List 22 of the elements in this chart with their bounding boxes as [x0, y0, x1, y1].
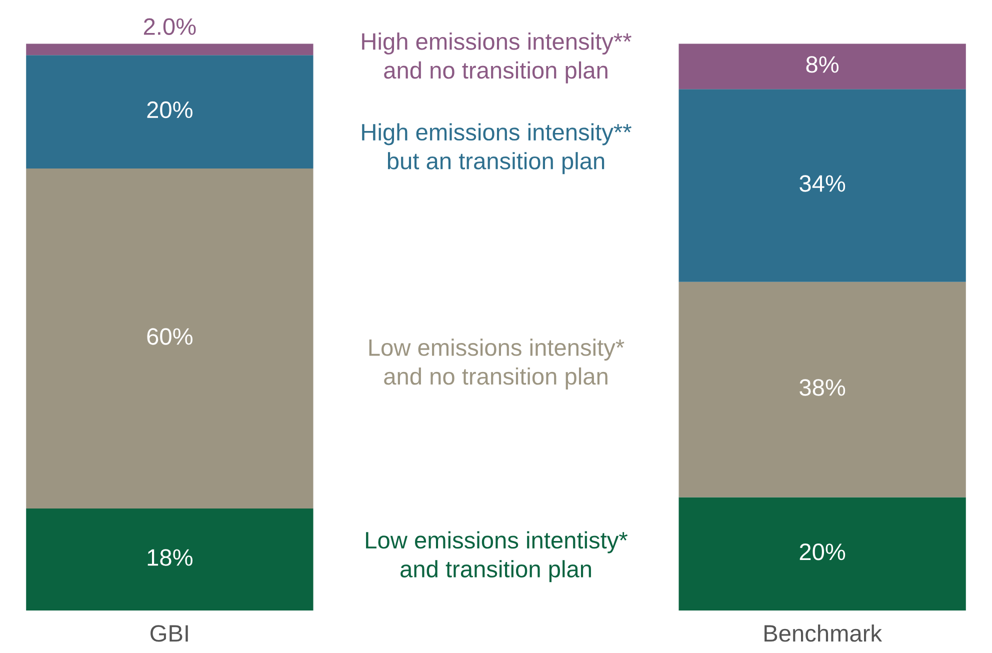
x-tick-label: GBI — [150, 625, 188, 642]
data-label: 20% — [147, 101, 192, 118]
bar — [26, 55, 314, 168]
text: High emissions intensity** and no transition plan — [362, 32, 632, 84]
data-label: 18% — [148, 549, 192, 566]
bar — [678, 44, 966, 90]
bar — [26, 168, 314, 509]
data-label: 34% — [800, 175, 846, 192]
bar — [26, 508, 314, 611]
data-label: 20% — [800, 544, 846, 560]
data-label: 8% — [806, 56, 839, 73]
bar — [26, 44, 314, 56]
bar — [678, 497, 966, 611]
data-label: 60% — [147, 328, 192, 345]
data-label: 2.0% — [144, 18, 196, 35]
text: High emissions intensity** but an transition plan — [362, 123, 632, 174]
text: Low emissions intensity* and no transition plan — [369, 338, 624, 390]
bar — [678, 282, 966, 498]
data-label: 38% — [800, 379, 846, 396]
x-tick-label: Benchmark — [764, 624, 882, 642]
bar — [678, 89, 966, 282]
text: Low emissions intentisty* and transition plan — [366, 531, 628, 582]
